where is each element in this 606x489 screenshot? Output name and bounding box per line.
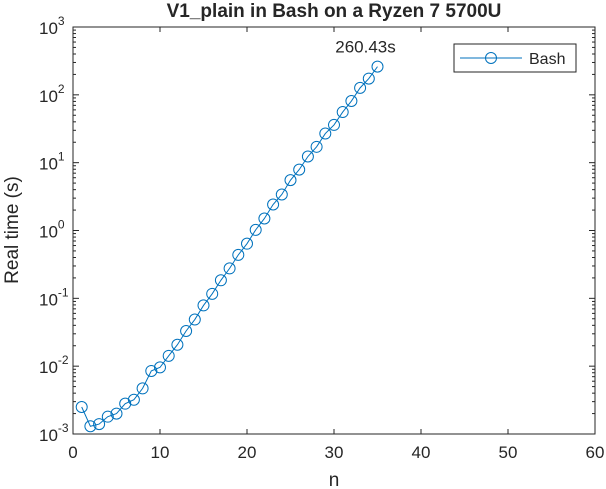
data-point [171,338,184,351]
x-axis-label: n [329,470,340,489]
x-tick-labels: 0 10 20 30 40 50 60 [68,443,604,462]
y-tick-label: 10-2 [39,353,69,377]
legend-marker [485,52,497,64]
x-tick-label: 0 [68,443,77,462]
x-tick-label: 30 [325,443,344,462]
series-bash [75,60,384,433]
data-point [136,382,149,395]
data-point [162,349,175,362]
data-point [232,248,245,261]
data-point [258,212,271,225]
legend-label: Bash [529,51,565,68]
y-tick-labels: 10-3 10-2 10-1 100 101 102 103 [39,14,69,445]
x-tick-label: 50 [499,443,518,462]
data-point [319,127,332,140]
peak-annotation: 260.43s [335,38,396,57]
data-point [84,420,97,433]
x-tick-label: 40 [412,443,431,462]
series-line [81,66,378,427]
data-point [354,81,367,94]
y-tick-label: 102 [39,82,65,106]
legend: Bash [453,43,577,73]
data-point [93,418,106,431]
data-point [154,361,166,374]
y-tick-label: 100 [39,218,65,242]
data-point [214,274,227,287]
data-point [301,150,314,163]
plot-area [72,26,596,435]
data-point [223,262,236,275]
axis-ticks [72,26,596,435]
y-tick-label: 10-3 [39,421,69,445]
data-point [188,313,201,326]
data-point [145,364,158,377]
data-point [293,163,306,176]
data-point [206,287,219,300]
data-point [310,140,323,153]
data-point [127,393,140,406]
data-point [241,237,253,250]
y-axis-label: Real time (s) [2,176,23,284]
y-tick-label: 10-1 [39,285,69,309]
data-point [362,72,375,85]
data-point [75,401,88,414]
chart-title: V1_plain in Bash on a Ryzen 7 5700U [167,1,502,22]
data-point [345,95,358,108]
data-point [328,118,340,131]
data-point [275,188,288,201]
data-point [110,407,123,420]
data-point [249,223,262,236]
data-point [197,299,210,312]
data-point [180,324,193,337]
data-point [371,60,384,73]
y-tick-label: 103 [39,14,65,38]
x-tick-label: 20 [238,443,257,462]
y-tick-label: 101 [39,150,65,174]
data-point [267,198,280,211]
data-point [336,106,349,119]
data-point [284,174,297,187]
data-point [101,410,114,423]
x-tick-label: 60 [586,443,605,462]
x-tick-label: 10 [151,443,170,462]
